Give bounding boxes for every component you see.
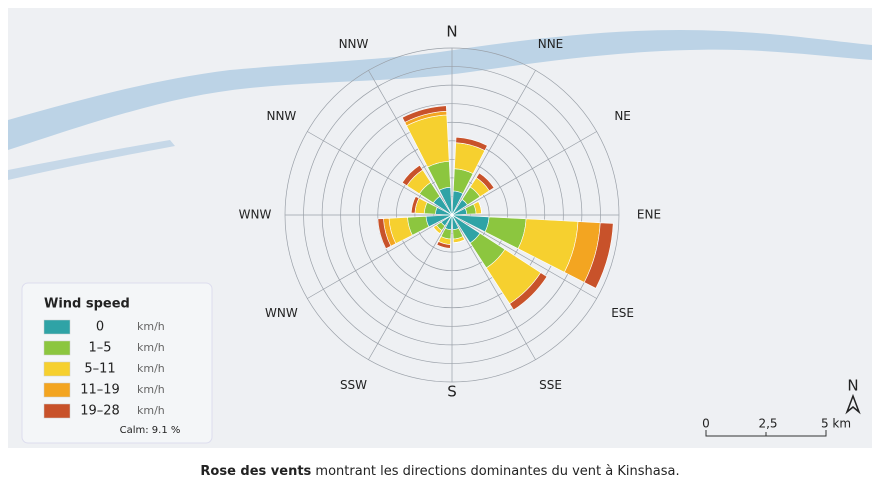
legend-swatch (43, 361, 71, 377)
legend-label: 11–19 (80, 383, 120, 398)
caption-text: montrant les directions dominantes du ve… (311, 464, 679, 479)
legend: 0 km/h 1–5 km/h 5–11 km/h 11–19 km/h 19–28 km/h (43, 319, 165, 419)
direction-label: NNW (339, 37, 369, 51)
spoke (451, 131, 597, 216)
wedge-segment (401, 105, 447, 123)
spoke (368, 70, 453, 216)
wedge-segment (401, 164, 424, 187)
river-branch (8, 140, 175, 180)
spoke (451, 214, 536, 360)
wedge-segment (509, 272, 548, 311)
wedge-segment (436, 241, 451, 249)
spoke (451, 214, 597, 299)
scale-label: 5 km (821, 417, 851, 431)
spoke (307, 214, 453, 299)
direction-label: ENE (637, 208, 661, 222)
legend-label: 1–5 (88, 341, 111, 356)
scale-label: 2,5 (758, 417, 777, 431)
wedge-segment (455, 136, 488, 151)
direction-label: SSE (539, 378, 562, 392)
wedge-segment (583, 222, 614, 289)
direction-label: WNW (239, 208, 272, 222)
caption: Rose des vents montrant les directions d… (200, 464, 679, 479)
legend-title: Wind speed (44, 297, 130, 312)
caption-area (8, 448, 872, 496)
direction-label: ESE (611, 306, 634, 320)
legend-unit: km/h (137, 362, 165, 375)
scale-label: 0 (702, 417, 710, 431)
direction-label: NNE (538, 37, 564, 51)
direction-label: NE (614, 109, 631, 123)
spoke (307, 131, 453, 216)
wind-rose: NNE NE ENE ESE SSE SSW WNW WNW NNW NNW (239, 37, 661, 392)
legend-swatch (43, 319, 71, 335)
river (8, 30, 872, 150)
legend-unit: km/h (137, 383, 165, 396)
wedge-segment (478, 201, 482, 214)
legend-unit: km/h (137, 341, 165, 354)
north-arrow-label: N (847, 377, 858, 395)
legend-label: 5–11 (84, 362, 115, 377)
north-arrow (845, 393, 861, 415)
legend-label: 0 (96, 320, 104, 335)
legend-label: 19–28 (80, 404, 120, 419)
legend-unit: km/h (137, 320, 165, 333)
legend-swatch (43, 340, 71, 356)
legend-unit: km/h (137, 404, 165, 417)
spoke (451, 70, 536, 216)
wedge-segment (377, 218, 392, 250)
direction-label: WNW (265, 306, 298, 320)
north-label: N (446, 23, 457, 41)
scale-bar (705, 430, 827, 437)
caption-bold: Rose des vents (200, 464, 311, 479)
direction-label: NNW (266, 109, 296, 123)
spoke (368, 214, 453, 360)
calm-label: Calm: 9.1 % (120, 425, 181, 436)
wedge-segment (453, 239, 465, 244)
south-label: S (447, 383, 457, 401)
legend-swatch (43, 382, 71, 398)
wedge-segment (475, 172, 495, 192)
legend-swatch (43, 403, 71, 419)
wedge-segment (410, 196, 420, 214)
direction-label: SSW (340, 378, 367, 392)
